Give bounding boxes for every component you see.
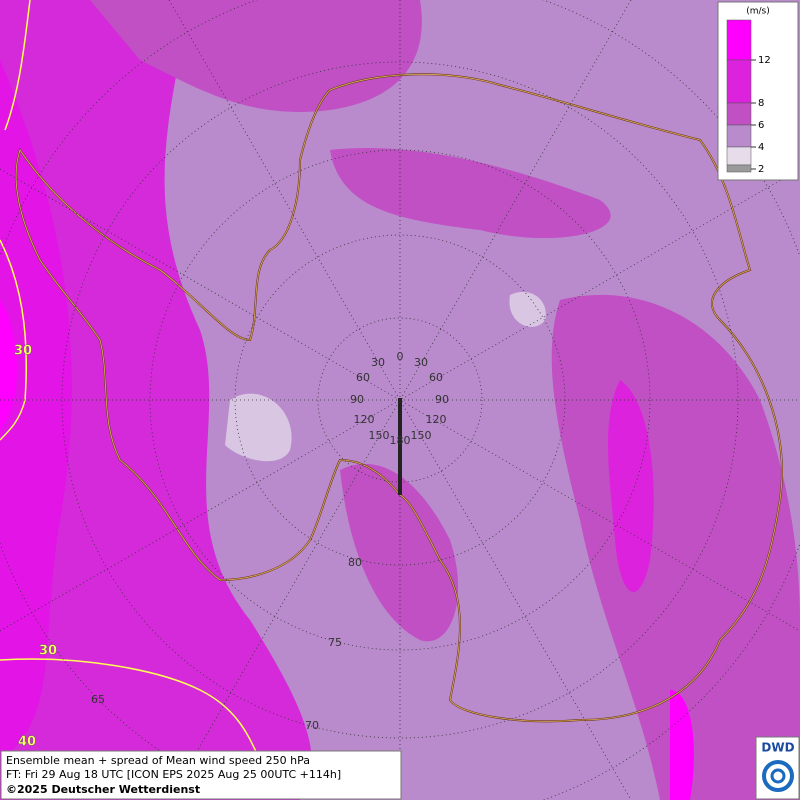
longitude-label: 120: [354, 413, 375, 426]
contour-label: 30: [14, 344, 32, 359]
legend-swatch: [726, 124, 752, 148]
legend-tick-label: 2: [758, 164, 764, 175]
wind-area: [330, 148, 611, 239]
pole-marker: [398, 398, 402, 495]
wind-area: [509, 291, 546, 327]
wind-area: [0, 300, 17, 430]
longitude-label: 30: [414, 356, 428, 369]
legend-tick-label: 8: [758, 98, 764, 109]
legend-unit: (m/s): [746, 7, 770, 17]
legend-swatch: [726, 102, 752, 126]
caption-line: FT: Fri 29 Aug 18 UTC [ICON EPS 2025 Aug…: [6, 768, 341, 781]
longitude-label: 120: [426, 413, 447, 426]
legend-swatch: [726, 164, 752, 173]
wind-area: [0, 0, 312, 800]
latitude-label: 70: [305, 719, 319, 732]
contour-line: [0, 239, 28, 441]
longitude-label: 90: [350, 393, 364, 406]
legend-tick-label: 4: [758, 142, 764, 153]
longitude-label: 60: [356, 371, 370, 384]
wind-area: [225, 393, 292, 462]
longitude-label: 90: [435, 393, 449, 406]
caption-line: Ensemble mean + spread of Mean wind spee…: [6, 754, 310, 767]
wind-area: [0, 60, 72, 760]
longitude-label: 60: [429, 371, 443, 384]
wind-area: [670, 690, 694, 800]
longitude-label: 150: [411, 429, 432, 442]
contour-label: 30: [39, 644, 57, 659]
longitude-label: 180: [390, 434, 411, 447]
wind-area: [90, 0, 422, 112]
logo-icon: [762, 760, 794, 792]
longitude-label: 30: [371, 356, 385, 369]
wind-area: [608, 380, 654, 593]
longitude-label: 150: [369, 429, 390, 442]
caption-line: ©2025 Deutscher Wetterdienst: [6, 783, 200, 796]
logo-icon: [770, 768, 786, 784]
latitude-label: 75: [328, 636, 342, 649]
legend-tick-label: 6: [758, 120, 764, 131]
caption-box: [0, 750, 402, 800]
contour-label: 40: [18, 735, 36, 750]
wind-area: [340, 463, 459, 642]
legend-swatch: [726, 146, 752, 166]
coastline: [15, 73, 783, 722]
latitude-label: 80: [348, 556, 362, 569]
latitude-label: 65: [91, 693, 105, 706]
logo-text: DWD: [761, 741, 794, 755]
longitude-label: 0: [397, 350, 404, 363]
legend-swatch: [726, 59, 752, 104]
legend-swatch: [726, 19, 752, 61]
contour-line: [4, 0, 31, 131]
legend: (m/s) 12 8 6 4 2: [717, 1, 799, 181]
contour-line: [0, 658, 261, 761]
legend-tick-label: 12: [758, 55, 771, 66]
